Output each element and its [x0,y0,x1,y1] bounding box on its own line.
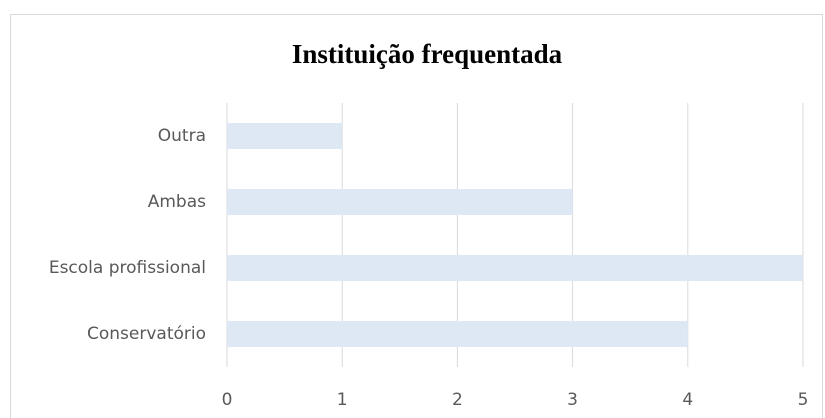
x-tick-label: 1 [337,390,348,410]
y-tick-label: Ambas [148,192,206,212]
x-tick-label: 3 [567,390,578,410]
bar [227,321,688,347]
x-tick-label: 4 [682,390,693,410]
chart-title: Instituição frequentada [292,39,563,69]
y-tick-label: Outra [158,126,206,146]
y-tick-label: Escola profissional [49,258,206,278]
bar [227,255,803,281]
x-tick-label: 0 [222,390,233,410]
y-tick-label: Conservatório [87,324,206,344]
chart-border [10,14,823,418]
bar [227,123,343,149]
x-tick-label: 5 [798,390,809,410]
x-tick-label: 2 [452,390,463,410]
bar [227,189,573,215]
